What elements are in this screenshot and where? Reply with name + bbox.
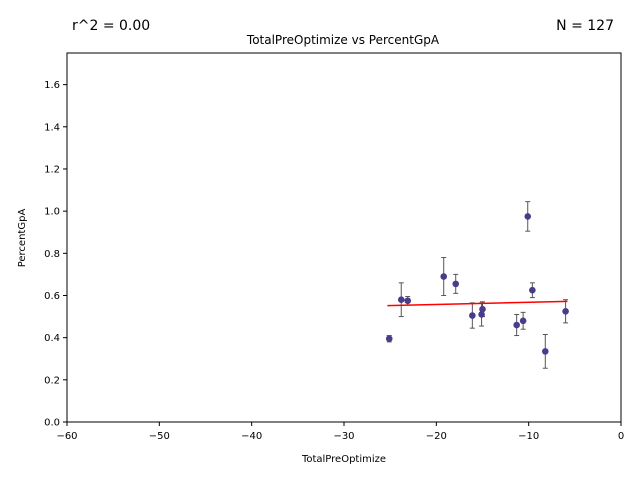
y-tick-label: 1.4 [44,122,60,133]
x-tick-label: −60 [56,431,77,442]
x-axis-label: TotalPreOptimize [301,454,386,465]
data-point [541,348,549,355]
chart-title: TotalPreOptimize vs PercentGpA [246,33,440,47]
x-tick-label: −50 [149,431,170,442]
y-tick-label: 0.0 [44,418,60,429]
y-axis-ticks: 0.0 0.2 0.4 0.6 0.8 1.0 1.2 1.4 1.6 [44,80,67,429]
data-point [529,286,536,294]
y-axis-label: PercentGpA [17,209,28,268]
x-tick-label: −30 [333,431,354,442]
data-point [524,213,532,220]
data-point [385,335,393,343]
data-point [397,296,405,304]
plot-frame [66,52,622,423]
x-tick-label: 0 [618,431,624,442]
data-point [469,312,476,319]
y-tick-label: 1.0 [44,207,60,218]
y-tick-label: 1.6 [44,80,60,91]
data-point [519,317,527,325]
points-group [385,213,569,355]
y-tick-label: 0.8 [44,249,60,260]
y-tick-label: 0.6 [44,291,60,302]
x-tick-label: −20 [426,431,447,442]
data-point [479,305,486,313]
data-point [440,273,448,280]
r-squared-annotation: r^2 = 0.00 [72,18,150,34]
y-tick-label: 0.4 [44,333,60,344]
y-tick-label: 0.2 [44,375,60,386]
x-axis-ticks: −60 −50 −40 −30 −20 −10 0 [56,422,624,442]
errorbars-group [386,201,569,369]
data-point [404,297,412,305]
data-point [562,308,569,315]
x-tick-label: −10 [518,431,539,442]
data-point [513,321,520,329]
regression-line [387,300,568,307]
fit-line-group [387,300,568,307]
x-tick-label: −40 [241,431,262,442]
data-point [452,280,460,288]
n-annotation: N = 127 [556,18,614,34]
data-point [478,311,485,318]
y-tick-label: 1.2 [44,164,60,175]
